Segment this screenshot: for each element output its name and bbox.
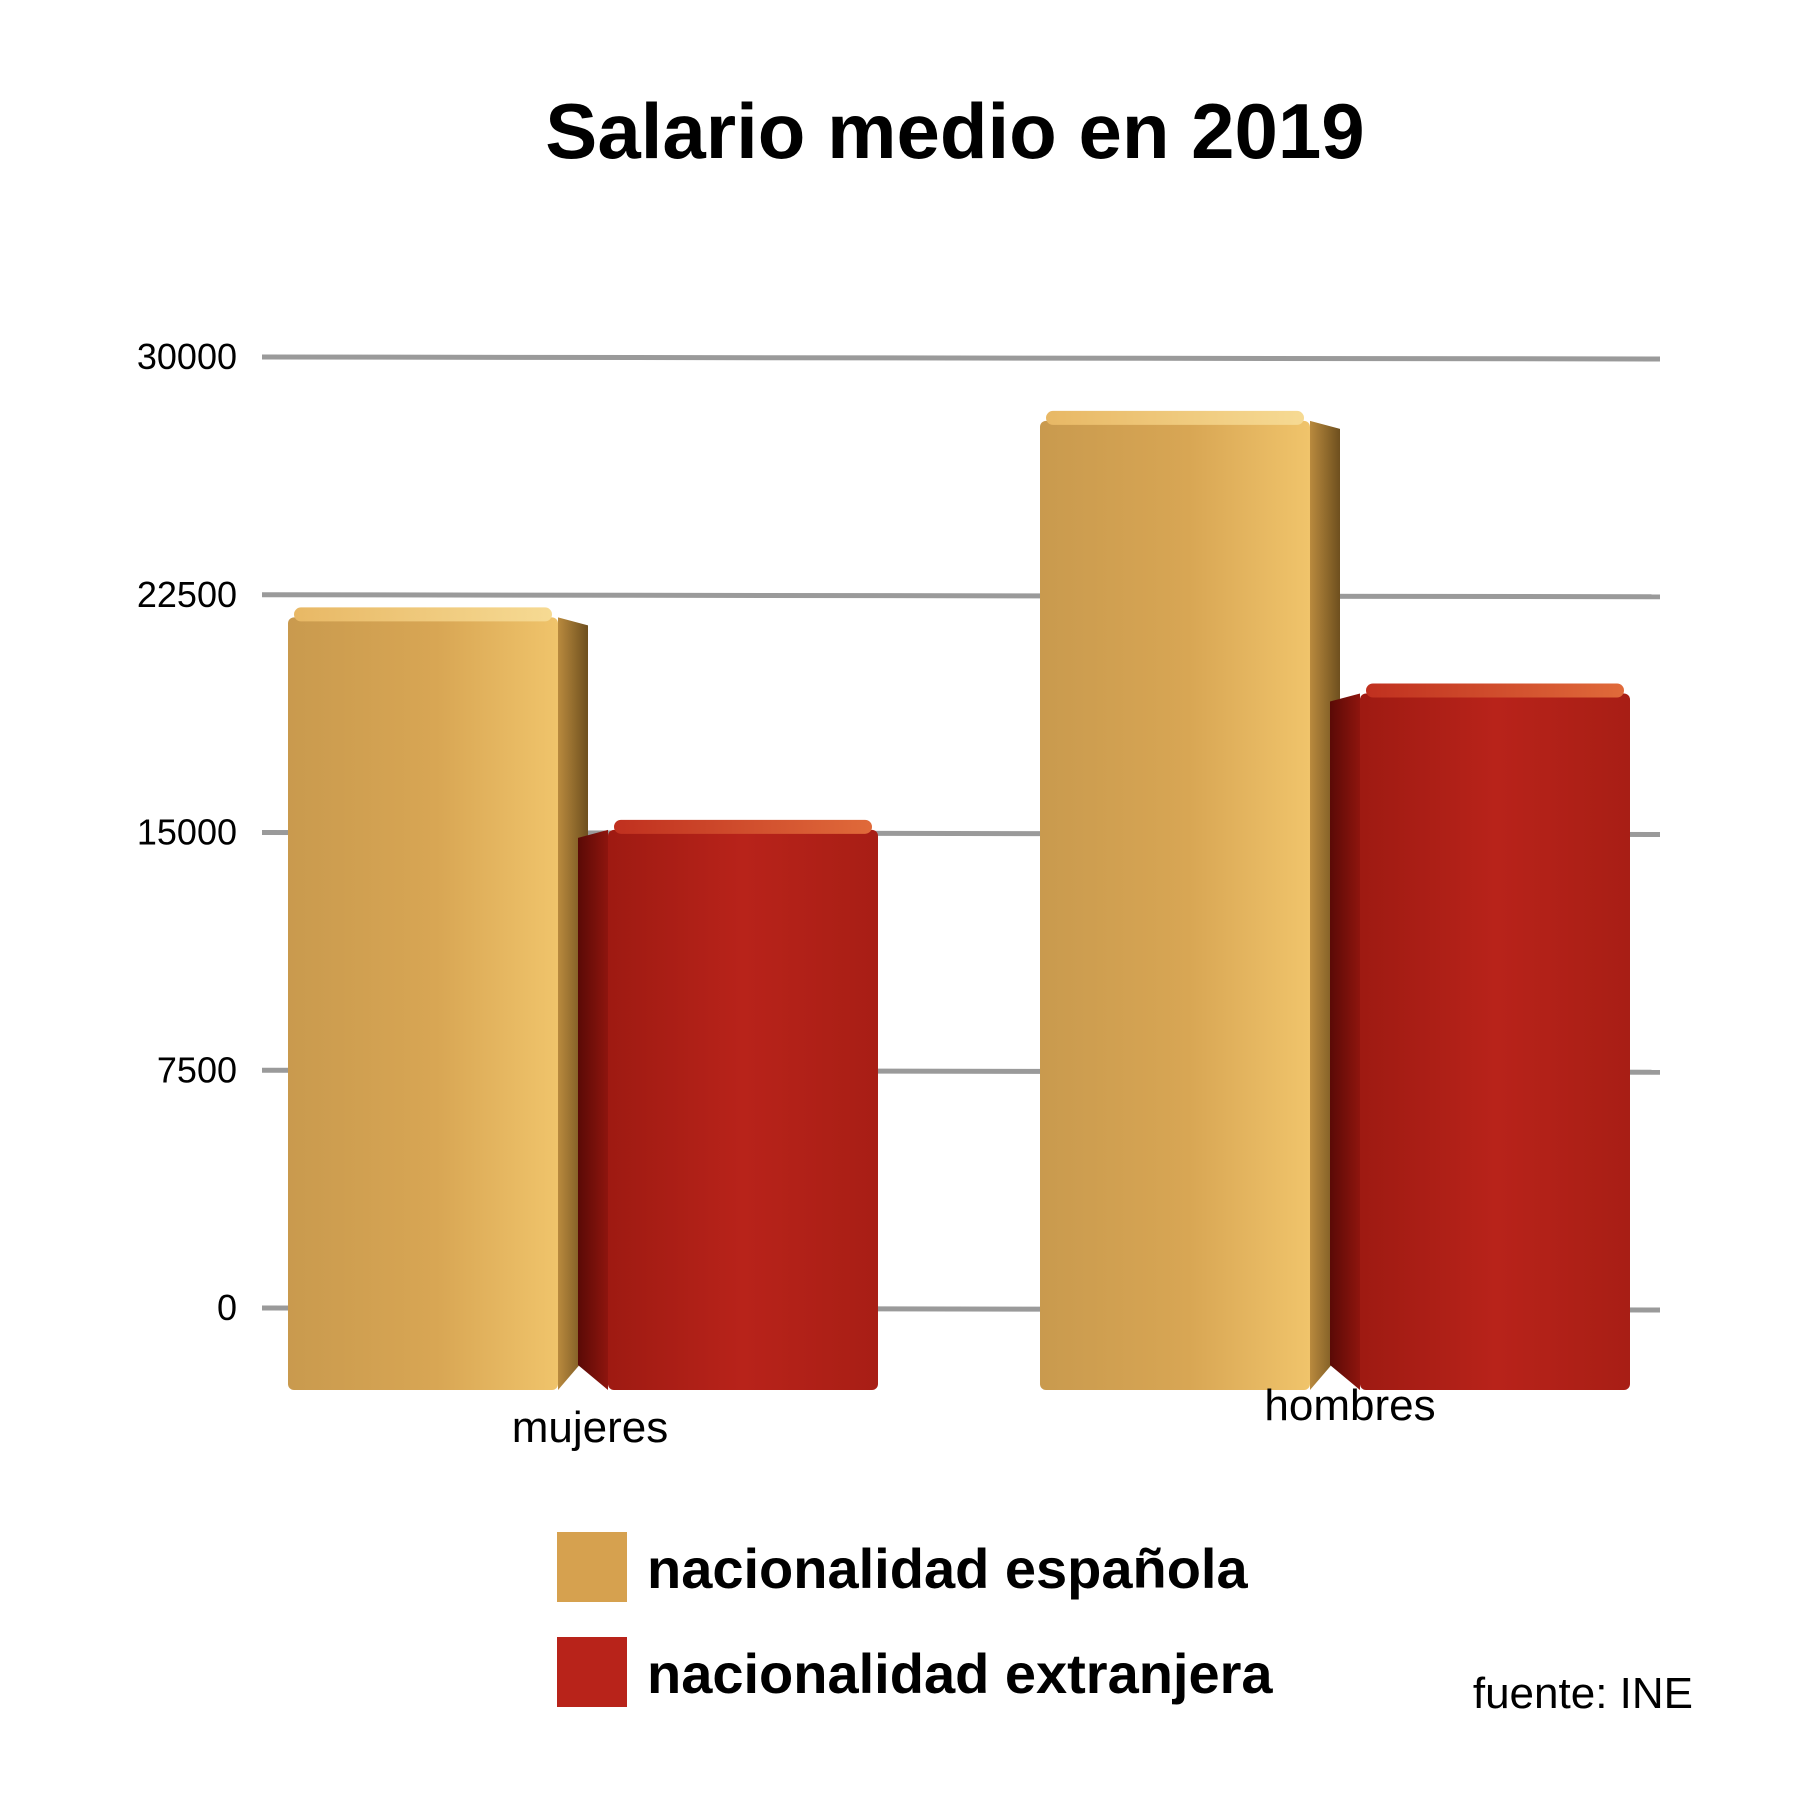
legend-swatch xyxy=(557,1532,627,1602)
legend-label: nacionalidad española xyxy=(647,1537,1248,1600)
source-note: fuente: INE xyxy=(1473,1669,1693,1718)
y-tick-label: 22500 xyxy=(137,574,237,615)
bar-side-face xyxy=(1330,693,1360,1390)
y-axis-ticks: 0 7500 15000 22500 30000 xyxy=(137,336,237,1328)
bars xyxy=(288,410,1630,1390)
legend-label: nacionalidad extranjera xyxy=(647,1642,1273,1705)
bar-mujeres-series-1 xyxy=(608,829,878,1390)
category-label: mujeres xyxy=(512,1403,669,1452)
bar-top-bevel xyxy=(1366,683,1624,698)
bar-top-bevel xyxy=(614,819,872,834)
bar-hombres-series-0 xyxy=(1040,420,1310,1390)
legend-swatch xyxy=(557,1637,627,1707)
category-labels: mujeres hombres xyxy=(512,1381,1436,1452)
gridline xyxy=(261,354,1661,362)
category-label: hombres xyxy=(1264,1381,1435,1430)
bar-top-bevel xyxy=(1046,410,1304,425)
y-tick-label: 15000 xyxy=(137,812,237,853)
bar-side-face xyxy=(578,829,608,1390)
bar-mujeres-series-0 xyxy=(288,617,558,1390)
bar-hombres-series-1 xyxy=(1360,693,1630,1390)
y-tick-label: 30000 xyxy=(137,336,237,377)
y-tick-label: 7500 xyxy=(157,1049,237,1090)
legend: nacionalidad española nacionalidad extran… xyxy=(557,1532,1273,1707)
chart-title: Salario medio en 2019 xyxy=(545,87,1364,175)
gridline xyxy=(261,592,1661,600)
y-tick-label: 0 xyxy=(217,1287,237,1328)
bar-top-bevel xyxy=(294,607,552,622)
